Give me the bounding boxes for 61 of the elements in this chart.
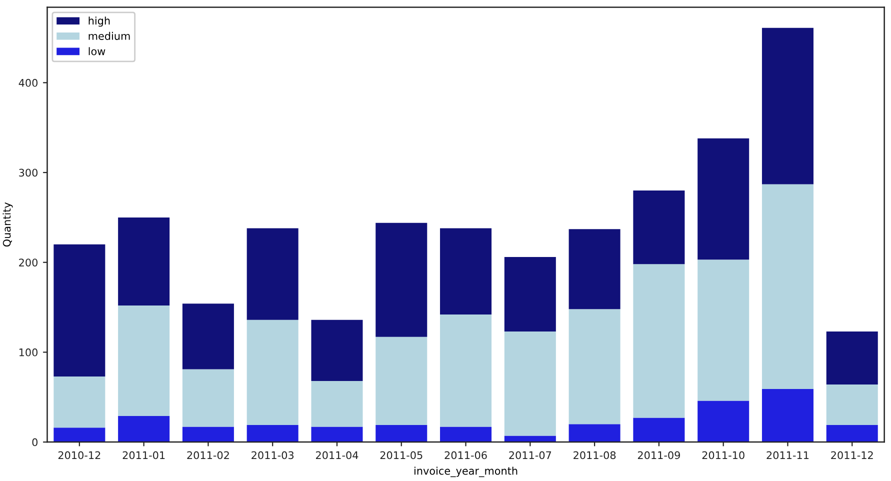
bar — [118, 305, 170, 416]
bar — [311, 426, 363, 442]
bar — [311, 380, 363, 427]
bar — [633, 190, 685, 264]
y-tick-label: 100 — [19, 348, 38, 356]
bar — [182, 426, 234, 442]
bar — [54, 428, 106, 442]
y-tick-label: 300 — [19, 168, 38, 177]
x-tick-label: 2011-02 — [187, 451, 229, 460]
bar — [440, 314, 492, 427]
bar — [376, 222, 428, 337]
x-tick-label: 2011-06 — [444, 451, 487, 460]
bar — [826, 384, 878, 425]
bar — [182, 369, 234, 427]
bar — [698, 400, 750, 442]
y-axis-title: Quantity — [2, 202, 13, 247]
x-tick-label: 2011-11 — [766, 451, 809, 460]
bar — [762, 184, 814, 390]
bar — [376, 424, 428, 442]
bar — [54, 244, 106, 376]
bar — [762, 28, 814, 184]
bar — [698, 260, 750, 401]
bar — [440, 228, 492, 314]
bar — [568, 424, 620, 442]
bar — [246, 424, 298, 442]
legend-label: medium — [88, 32, 130, 40]
bar — [504, 332, 556, 436]
bar — [311, 320, 363, 381]
bar — [504, 256, 556, 332]
x-tick-label: 2011-04 — [316, 451, 358, 460]
bar — [762, 389, 814, 442]
y-tick-label: 200 — [19, 258, 38, 266]
bar — [633, 418, 685, 442]
bar — [826, 424, 878, 442]
bar — [568, 309, 620, 424]
bar — [698, 138, 750, 260]
x-tick-label: 2011-08 — [574, 451, 616, 460]
bar — [568, 229, 620, 310]
bar — [118, 217, 170, 306]
bar — [633, 264, 685, 418]
bar — [246, 228, 298, 320]
x-tick-label: 2011-01 — [122, 451, 165, 460]
y-tick-label: 0 — [32, 438, 38, 446]
x-tick-label: 2011-05 — [380, 451, 422, 460]
bar — [440, 426, 492, 442]
x-tick-label: 2011-09 — [638, 451, 680, 460]
bar — [376, 336, 428, 425]
x-tick-label: 2011-07 — [509, 451, 552, 460]
legend-label: high — [88, 16, 110, 27]
bar — [826, 332, 878, 385]
x-tick-label: 2010-12 — [58, 451, 100, 460]
y-tick-label: 400 — [18, 78, 38, 87]
legend-label: low — [88, 47, 106, 56]
bar — [182, 304, 234, 370]
x-tick-label: 2011-10 — [702, 451, 744, 460]
bar — [118, 416, 170, 442]
bar — [54, 376, 106, 428]
bar — [246, 320, 298, 425]
x-axis-title: invoice_year_month — [414, 466, 518, 478]
x-tick-label: 2011-03 — [252, 451, 294, 460]
x-tick-label: 2011-12 — [831, 451, 873, 460]
